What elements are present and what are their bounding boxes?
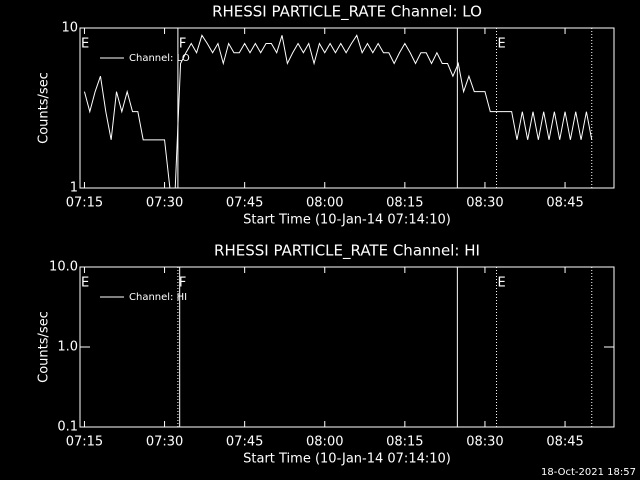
annotation: E	[81, 276, 89, 291]
plot-frame	[79, 27, 615, 189]
x-axis-label: Start Time (10-Jan-14 07:14:10)	[243, 452, 451, 467]
chart-title: RHESSI PARTICLE_RATE Channel: LO	[212, 3, 482, 22]
x-axis-label: Start Time (10-Jan-14 07:14:10)	[243, 213, 451, 228]
x-tick-label: 08:45	[546, 435, 583, 450]
data-line	[83, 34, 593, 189]
plot-frame	[79, 266, 615, 428]
annotation: E	[81, 37, 89, 52]
x-tick-label: 08:00	[306, 196, 343, 211]
x-tick-label: 07:15	[66, 196, 103, 211]
x-tick-label: 07:45	[226, 196, 263, 211]
y-tick-label: 1.0	[57, 340, 78, 355]
legend-label: Channel: HI	[129, 292, 187, 303]
x-tick-label: 08:00	[306, 435, 343, 450]
annotation: E	[498, 276, 506, 291]
y-tick-label: 0.1	[57, 420, 78, 435]
x-tick-label: 07:30	[146, 435, 183, 450]
x-tick-label: 07:30	[146, 196, 183, 211]
x-tick-label: 08:30	[466, 435, 503, 450]
chart-title: RHESSI PARTICLE_RATE Channel: HI	[214, 242, 480, 261]
x-tick-label: 08:30	[466, 196, 503, 211]
footer: 18-Oct-2021 18:57	[541, 467, 636, 478]
x-tick-label: 08:15	[386, 196, 423, 211]
annotation: E	[498, 37, 506, 52]
annotation: F	[179, 37, 186, 52]
annotation: F	[179, 276, 186, 291]
y-tick-label: 10	[61, 21, 78, 36]
x-tick-label: 08:15	[386, 435, 423, 450]
y-tick-label: 10.0	[49, 260, 78, 275]
x-tick-label: 07:15	[66, 435, 103, 450]
x-tick-label: 07:45	[226, 435, 263, 450]
x-tick-label: 08:45	[546, 196, 583, 211]
y-tick-label: 1	[70, 181, 78, 196]
y-axis-label: Counts/sec	[37, 311, 52, 383]
y-axis-label: Counts/sec	[37, 72, 52, 144]
legend-label: Channel: LO	[129, 53, 190, 64]
